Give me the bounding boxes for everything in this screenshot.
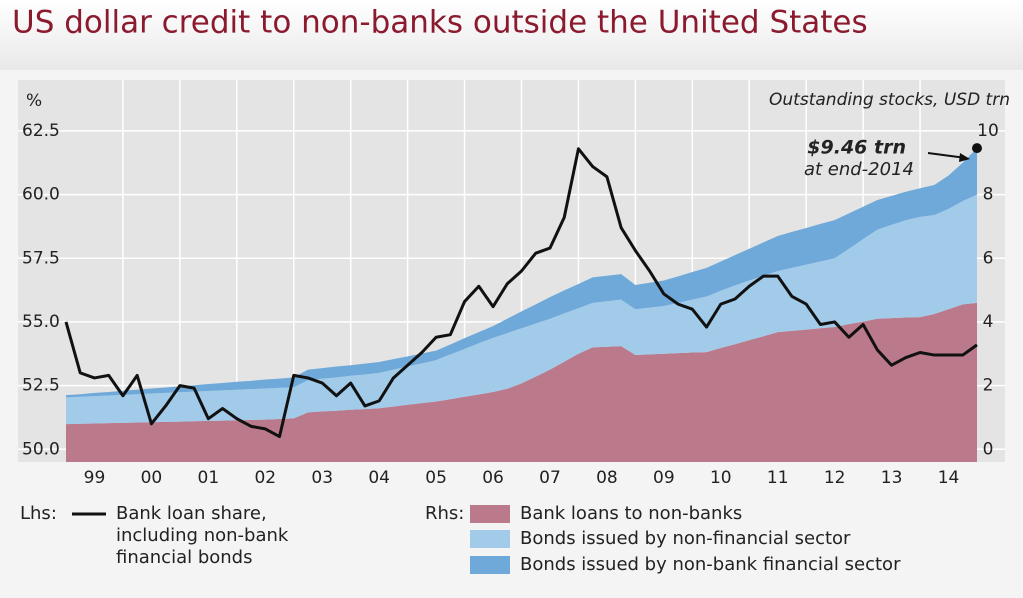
annotation: $9.46 trn: [807, 137, 906, 159]
legend-swatch: [470, 505, 510, 523]
line: [64, 147, 978, 439]
y-axis-label: %: [26, 91, 42, 111]
x-tick-label: 99: [84, 468, 106, 488]
legend-entry: Bonds issued by non-financial sector: [520, 528, 851, 549]
x-tick-label: 12: [824, 468, 846, 488]
legend-entry: Bonds issued by non-bank financial secto…: [520, 554, 901, 575]
legend-entry: Bank loan share, including non-bank fina…: [116, 503, 289, 568]
legend-swatch: [470, 530, 510, 548]
x-tick-label: 08: [596, 468, 618, 488]
x-tick-label: 06: [482, 468, 504, 488]
areas: [66, 148, 977, 462]
y2-tick-label: 8: [983, 185, 994, 205]
y2-tick-label: 4: [983, 312, 994, 332]
x-tick-label: 13: [881, 468, 903, 488]
y-tick-label: 50.0: [22, 439, 60, 459]
y2-tick-label: 6: [983, 248, 994, 268]
x-tick-label: 04: [368, 468, 390, 488]
x-tick-label: 09: [653, 468, 675, 488]
area: [66, 194, 977, 425]
labels: 62.5 60.0 57.5 55.0 52.5 50.0 10 8 6 4 2 0 99 00 01 02 0…: [22, 121, 999, 488]
y2-tick-label: 2: [983, 376, 994, 396]
lines: [64, 143, 982, 439]
area: [66, 302, 977, 462]
y2-axis-label: Outstanding stocks, USD trn: [769, 90, 1010, 110]
title-band: [0, 0, 1023, 70]
end-dot: [972, 143, 982, 154]
legend-group: Rhs:: [425, 503, 465, 524]
chart-title: US dollar credit to non-banks outside th…: [12, 5, 868, 41]
x-tick-label: 14: [938, 468, 960, 488]
x-tick-label: 00: [141, 468, 163, 488]
legend-group: Lhs:: [20, 503, 57, 524]
arrow-head: [959, 153, 970, 162]
legend-entry: Bank loans to non-banks: [520, 503, 743, 524]
x-tick-label: 01: [198, 468, 220, 488]
x-tick-label: 05: [425, 468, 447, 488]
x-tick-label: 02: [254, 468, 276, 488]
y-tick-label: 62.5: [22, 121, 60, 141]
y-tick-label: 55.0: [22, 312, 60, 332]
annotation: at end-2014: [804, 159, 914, 180]
y2-tick-label: 0: [983, 439, 994, 459]
legend-swatch: [470, 556, 510, 574]
y2-tick-label: 10: [977, 121, 999, 141]
x-tick-label: 07: [539, 468, 561, 488]
y-tick-label: 60.0: [22, 185, 60, 205]
y-tick-label: 57.5: [22, 248, 60, 268]
x-tick-label: 11: [767, 468, 789, 488]
x-tick-label: 03: [311, 468, 333, 488]
x-tick-label: 10: [710, 468, 732, 488]
y-tick-label: 52.5: [22, 376, 60, 396]
